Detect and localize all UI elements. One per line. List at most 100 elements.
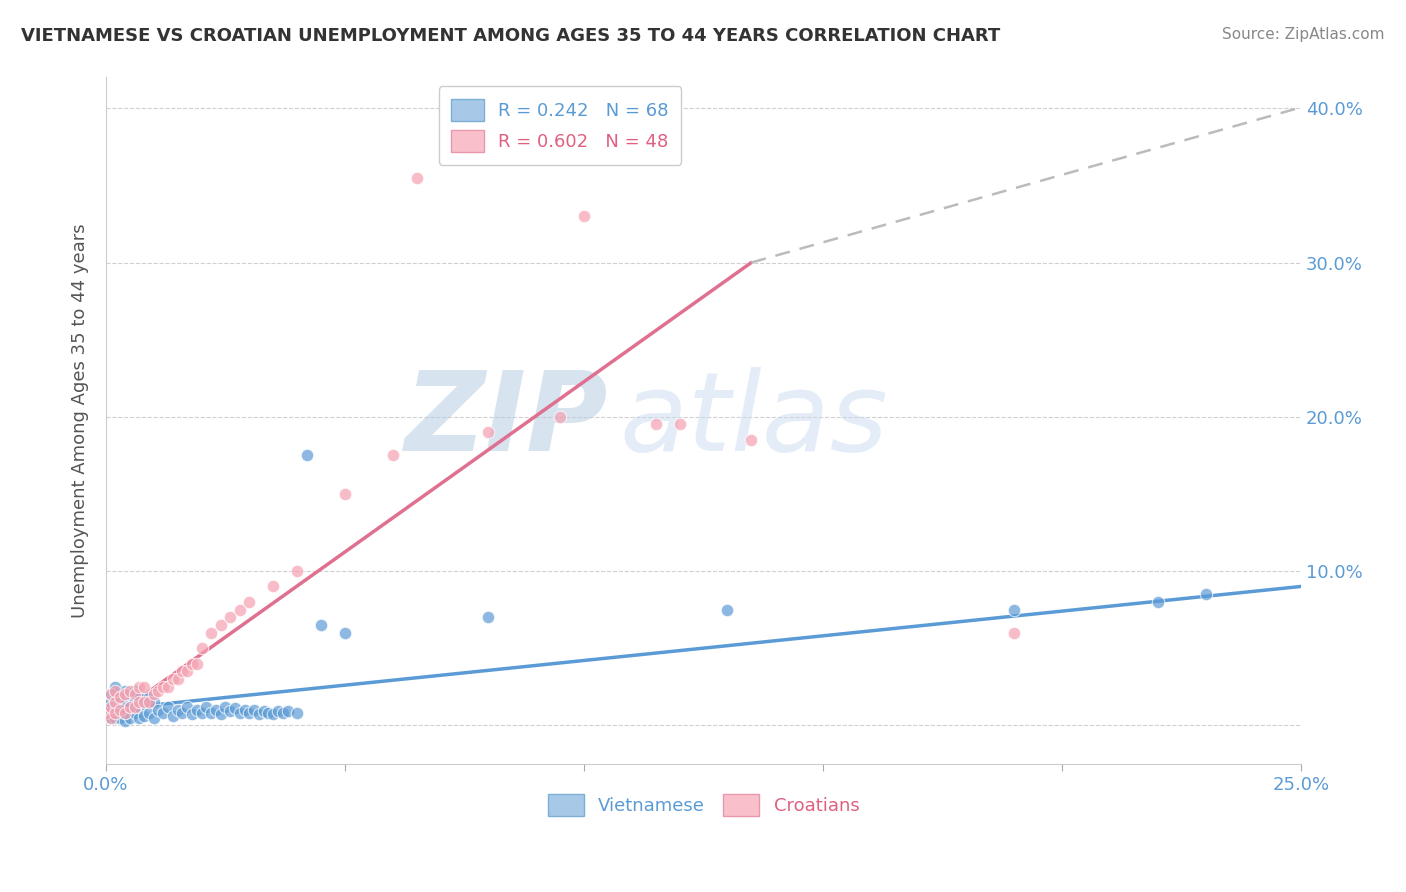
Point [257,706,280,720]
Point [200,625,222,640]
Point [118,699,141,714]
Point [114,706,136,720]
Point [267,705,290,719]
Point [138,706,160,720]
Point [138,690,160,705]
Point [1002,602,1025,616]
Point [181,707,204,722]
Point [224,701,246,715]
Point [200,706,222,720]
Point [142,710,165,724]
Point [209,707,232,722]
Point [100,687,122,701]
Point [152,680,174,694]
Point [262,707,284,722]
Point [104,684,127,698]
Point [124,699,146,714]
Point [477,425,499,440]
Point [162,709,184,723]
Point [110,690,132,705]
Point [128,710,150,724]
Point [333,625,356,640]
Text: VIETNAMESE VS CROATIAN UNEMPLOYMENT AMONG AGES 35 TO 44 YEARS CORRELATION CHART: VIETNAMESE VS CROATIAN UNEMPLOYMENT AMON… [21,27,1000,45]
Point [148,703,170,717]
Point [190,706,212,720]
Point [186,657,208,671]
Point [668,417,690,432]
Point [118,699,141,714]
Point [162,672,184,686]
Point [285,706,308,720]
Point [100,699,122,714]
Point [740,433,762,447]
Point [195,699,218,714]
Point [716,602,738,616]
Point [128,680,150,694]
Point [134,709,156,723]
Point [214,699,236,714]
Point [100,706,122,720]
Point [176,699,198,714]
Point [128,699,150,714]
Point [148,684,170,698]
Point [100,710,122,724]
Point [114,684,136,698]
Point [1002,625,1025,640]
Legend: Vietnamese, Croatians: Vietnamese, Croatians [540,787,866,823]
Point [118,684,141,698]
Point [176,665,198,679]
Point [205,703,228,717]
Point [134,697,156,711]
Point [142,695,165,709]
Point [104,706,127,720]
Point [124,695,146,709]
Point [100,710,122,724]
Point [1146,595,1168,609]
Point [333,487,356,501]
Point [114,706,136,720]
Text: ZIP: ZIP [405,368,607,475]
Point [233,703,256,717]
Point [477,610,499,624]
Text: atlas: atlas [620,368,889,475]
Point [295,448,318,462]
Point [277,705,299,719]
Point [181,657,204,671]
Point [405,170,427,185]
Point [253,705,276,719]
Text: Source: ZipAtlas.com: Source: ZipAtlas.com [1222,27,1385,42]
Point [128,690,150,705]
Point [138,695,160,709]
Point [110,699,132,714]
Point [238,595,260,609]
Point [157,680,180,694]
Y-axis label: Unemployment Among Ages 35 to 44 years: Unemployment Among Ages 35 to 44 years [72,223,89,618]
Point [1194,587,1216,601]
Point [142,687,165,701]
Point [104,680,127,694]
Point [219,705,242,719]
Point [309,618,332,632]
Point [114,687,136,701]
Point [134,695,156,709]
Point [243,703,266,717]
Point [94,706,117,720]
Point [124,706,146,720]
Point [172,665,194,679]
Point [94,703,117,717]
Point [186,703,208,717]
Point [134,680,156,694]
Point [190,641,212,656]
Point [209,618,232,632]
Point [548,409,571,424]
Point [104,695,127,709]
Point [100,687,122,701]
Point [262,579,284,593]
Point [118,687,141,701]
Point [110,710,132,724]
Point [152,706,174,720]
Point [100,695,122,709]
Point [229,602,252,616]
Point [114,695,136,709]
Point [110,690,132,705]
